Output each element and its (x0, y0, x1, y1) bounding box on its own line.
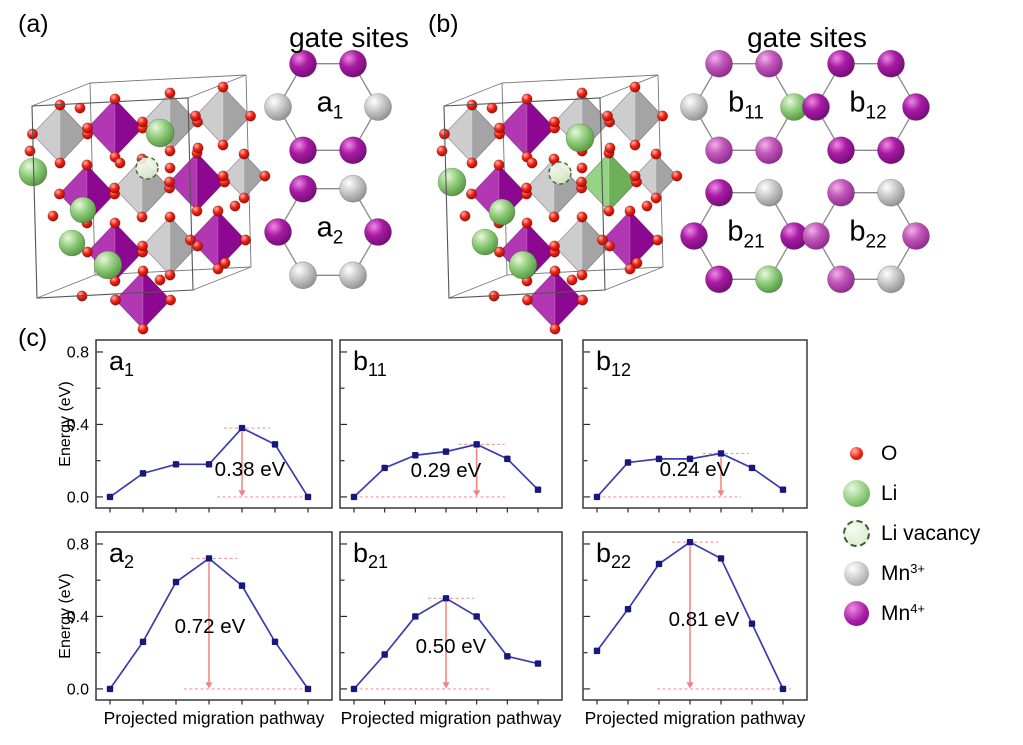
y-axis-title-row1: Energy (eV) (57, 381, 74, 467)
barrier-label-b21: 0.50 eV (415, 635, 487, 658)
barrier-label-a1: 0.38 eV (214, 458, 286, 481)
hexagon-label-b11: b11 (728, 86, 764, 124)
gate-sites-title-a: gate sites (289, 22, 409, 53)
svg-text:0.8: 0.8 (67, 536, 89, 553)
x-axis-title-col3: Projected migration pathway (584, 708, 806, 728)
chart-title-b21: b21 (353, 538, 389, 572)
x-axis-title-col1: Projected migration pathway (103, 708, 325, 728)
chart-title-a2: a2 (109, 538, 135, 572)
svg-text:0.0: 0.0 (67, 489, 89, 506)
gate-sites-title-b: gate sites (747, 22, 867, 53)
legend-label-o: O (881, 441, 898, 465)
barrier-label-a2: 0.72 eV (174, 615, 246, 638)
mn3-sphere-icon (843, 560, 869, 586)
chart-title-b12: b12 (596, 346, 632, 380)
lithium-vacancy-icon (842, 519, 870, 547)
svg-text:0.8: 0.8 (67, 344, 89, 361)
legend-label-mn4: Mn4+ (881, 600, 926, 625)
hexagon-label-a1: a1 (316, 86, 344, 124)
barrier-label-b22: 0.81 eV (668, 608, 740, 631)
hexagon-label-b22: b22 (849, 215, 887, 253)
lithium-sphere-icon (842, 479, 870, 507)
panel-b-label: (b) (428, 10, 459, 38)
legend-item-li: Li (841, 473, 980, 513)
x-axis-title-col2: Projected migration pathway (340, 708, 562, 728)
svg-text:0.4: 0.4 (67, 609, 89, 626)
legend-item-o: O (841, 433, 980, 473)
oxygen-sphere-icon (849, 446, 863, 460)
chart-title-b11: b11 (353, 346, 387, 380)
mn4-sphere-icon (843, 600, 869, 626)
y-axis-title-row2: Energy (eV) (57, 573, 74, 659)
panel-c-label: (c) (18, 324, 48, 352)
svg-text:0.0: 0.0 (67, 681, 89, 698)
legend-item-mn4: Mn4+ (841, 593, 980, 633)
hexagon-label-b21: b21 (727, 215, 765, 253)
hexagon-label-b12: b12 (849, 86, 887, 124)
chart-title-a1: a1 (109, 346, 135, 380)
legend: O Li Li vacancy Mn3+ Mn4+ (841, 433, 980, 633)
legend-item-mn3: Mn3+ (841, 553, 980, 593)
barrier-label-b11: 0.29 eV (410, 459, 482, 482)
legend-label-li-vacancy: Li vacancy (881, 521, 981, 545)
hexagon-label-a2: a2 (316, 211, 344, 249)
barrier-label-b12: 0.24 eV (659, 458, 731, 481)
legend-label-li: Li (881, 481, 898, 505)
legend-item-li-vacancy: Li vacancy (841, 513, 980, 553)
chart-title-b22: b22 (596, 538, 632, 572)
panel-a-label: (a) (18, 10, 49, 38)
svg-text:0.4: 0.4 (67, 417, 89, 434)
legend-label-mn3: Mn3+ (881, 560, 926, 585)
